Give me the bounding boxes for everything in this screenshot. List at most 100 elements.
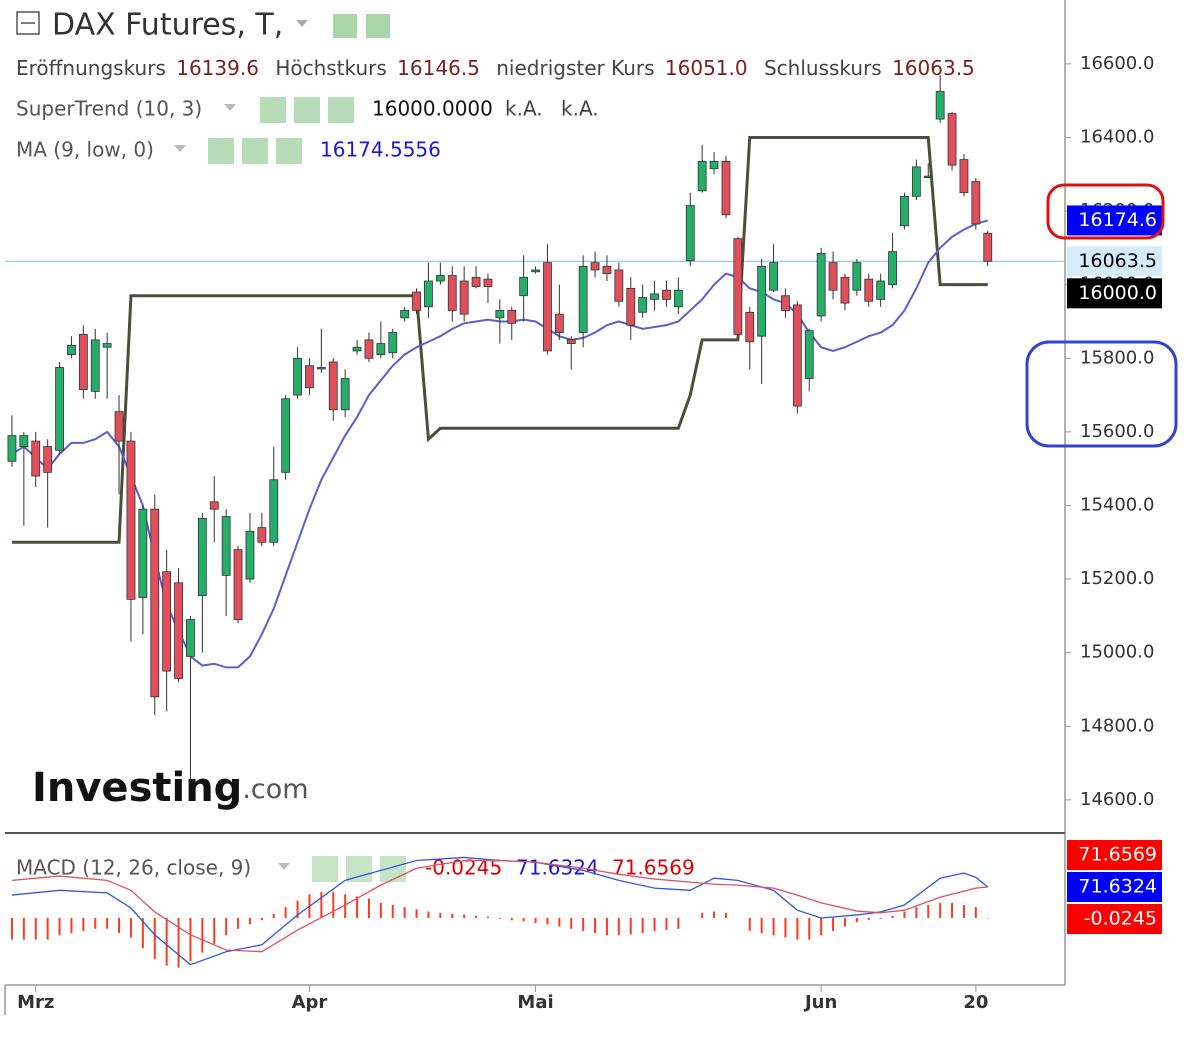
histogram-bar xyxy=(475,915,478,918)
histogram-bar xyxy=(879,917,882,919)
histogram-bar xyxy=(189,917,192,962)
candle-body xyxy=(364,339,374,359)
histogram-bar xyxy=(629,917,632,935)
candle-body xyxy=(781,295,790,311)
histogram-bar xyxy=(201,917,204,953)
dropdown[interactable] xyxy=(224,104,236,111)
candle-body xyxy=(447,275,457,311)
candle-body xyxy=(983,232,993,262)
candle-body xyxy=(459,280,469,315)
candle-body xyxy=(305,365,314,389)
candle-body xyxy=(269,479,279,543)
histogram-bar xyxy=(808,917,811,940)
candle-body xyxy=(531,269,540,273)
candle-body xyxy=(923,175,933,179)
candle-body xyxy=(174,582,183,679)
histogram-bar xyxy=(558,917,561,927)
icon[interactable] xyxy=(294,97,320,123)
candle-body xyxy=(519,276,529,297)
histogram-bar xyxy=(594,917,597,934)
histogram-bar xyxy=(546,917,549,925)
y-tick-label: 15400.0 xyxy=(1080,494,1154,515)
candle-body xyxy=(554,313,564,333)
icon[interactable] xyxy=(346,856,372,882)
histogram-bar xyxy=(677,917,680,929)
candle-body xyxy=(769,262,778,291)
price-badge-label: 16000.0 xyxy=(1078,282,1157,304)
histogram-bar xyxy=(344,894,347,918)
readout-value: 16139.6 xyxy=(176,56,259,80)
y-tick-label: 14600.0 xyxy=(1080,789,1154,810)
candle-body xyxy=(662,289,671,300)
histogram-bar xyxy=(70,917,73,934)
candle-body xyxy=(673,289,683,308)
readout-name: Eröffnungskurs xyxy=(16,56,166,80)
candle-body xyxy=(602,265,612,275)
macd-badge-label: 71.6569 xyxy=(1078,844,1157,866)
macd-readout: 71.6324 xyxy=(516,856,599,880)
histogram-bar xyxy=(415,909,418,918)
histogram-bar xyxy=(356,896,359,918)
candle-body xyxy=(543,262,552,352)
histogram-bar xyxy=(379,902,382,918)
macd-line xyxy=(11,859,988,953)
macd-title: MACD (12, 26, close, 9) xyxy=(16,856,251,880)
macd-badge xyxy=(1067,872,1162,902)
histogram-bar xyxy=(463,914,466,918)
histogram-bar xyxy=(82,917,85,931)
candle-body xyxy=(971,181,981,225)
candle-body xyxy=(840,276,850,304)
histogram-bar xyxy=(213,917,216,944)
dropdown[interactable] xyxy=(174,145,186,152)
histogram-bar xyxy=(617,917,620,936)
candle-body xyxy=(566,339,576,344)
histogram-bar xyxy=(796,917,799,940)
candle-body xyxy=(483,278,493,287)
candle-body xyxy=(424,280,433,308)
histogram-bar xyxy=(760,917,763,934)
dropdown[interactable] xyxy=(296,20,308,27)
candle-body xyxy=(245,530,255,580)
candle-body xyxy=(67,344,76,355)
candle-body xyxy=(328,361,338,411)
histogram-bar xyxy=(903,911,906,918)
candle-body xyxy=(90,339,100,392)
candle-body xyxy=(614,269,624,302)
candle-body xyxy=(102,343,112,348)
icon[interactable] xyxy=(208,138,234,164)
price-badge xyxy=(1067,278,1162,309)
candle-body xyxy=(745,311,755,343)
legend-name: MA (9, low, 0) xyxy=(16,138,154,162)
y-tick-label: 15600.0 xyxy=(1080,421,1154,442)
histogram-bar xyxy=(272,913,275,918)
legend-value: 16174.5556 xyxy=(320,138,441,162)
icon[interactable] xyxy=(242,138,268,164)
plot-area: 14600.0 14800.0 15000.0 15200.0 15400.0 15600… xyxy=(5,53,1162,1013)
dropdown[interactable] xyxy=(278,863,290,870)
histogram-bar xyxy=(141,917,144,949)
histogram-bar xyxy=(855,917,858,923)
y-tick-label: 15800.0 xyxy=(1080,347,1154,368)
icon[interactable] xyxy=(312,856,338,882)
macd-line xyxy=(11,856,989,966)
candle-body xyxy=(721,160,731,216)
candle-body xyxy=(638,297,648,313)
icon[interactable] xyxy=(366,14,390,38)
candle-body xyxy=(7,435,17,462)
histogram-bar xyxy=(748,917,751,931)
histogram-bar xyxy=(320,892,323,918)
icon[interactable] xyxy=(333,14,357,38)
histogram-bar xyxy=(665,917,668,931)
icon[interactable] xyxy=(260,97,286,123)
candle-body xyxy=(959,159,969,194)
histogram-bar xyxy=(962,905,965,918)
icon[interactable] xyxy=(328,97,354,123)
icon[interactable] xyxy=(276,138,302,164)
candle-body xyxy=(126,440,136,600)
histogram-bar xyxy=(427,911,430,918)
macd-badge xyxy=(1067,904,1162,934)
candle-body xyxy=(852,262,862,291)
candle-body xyxy=(947,113,957,166)
